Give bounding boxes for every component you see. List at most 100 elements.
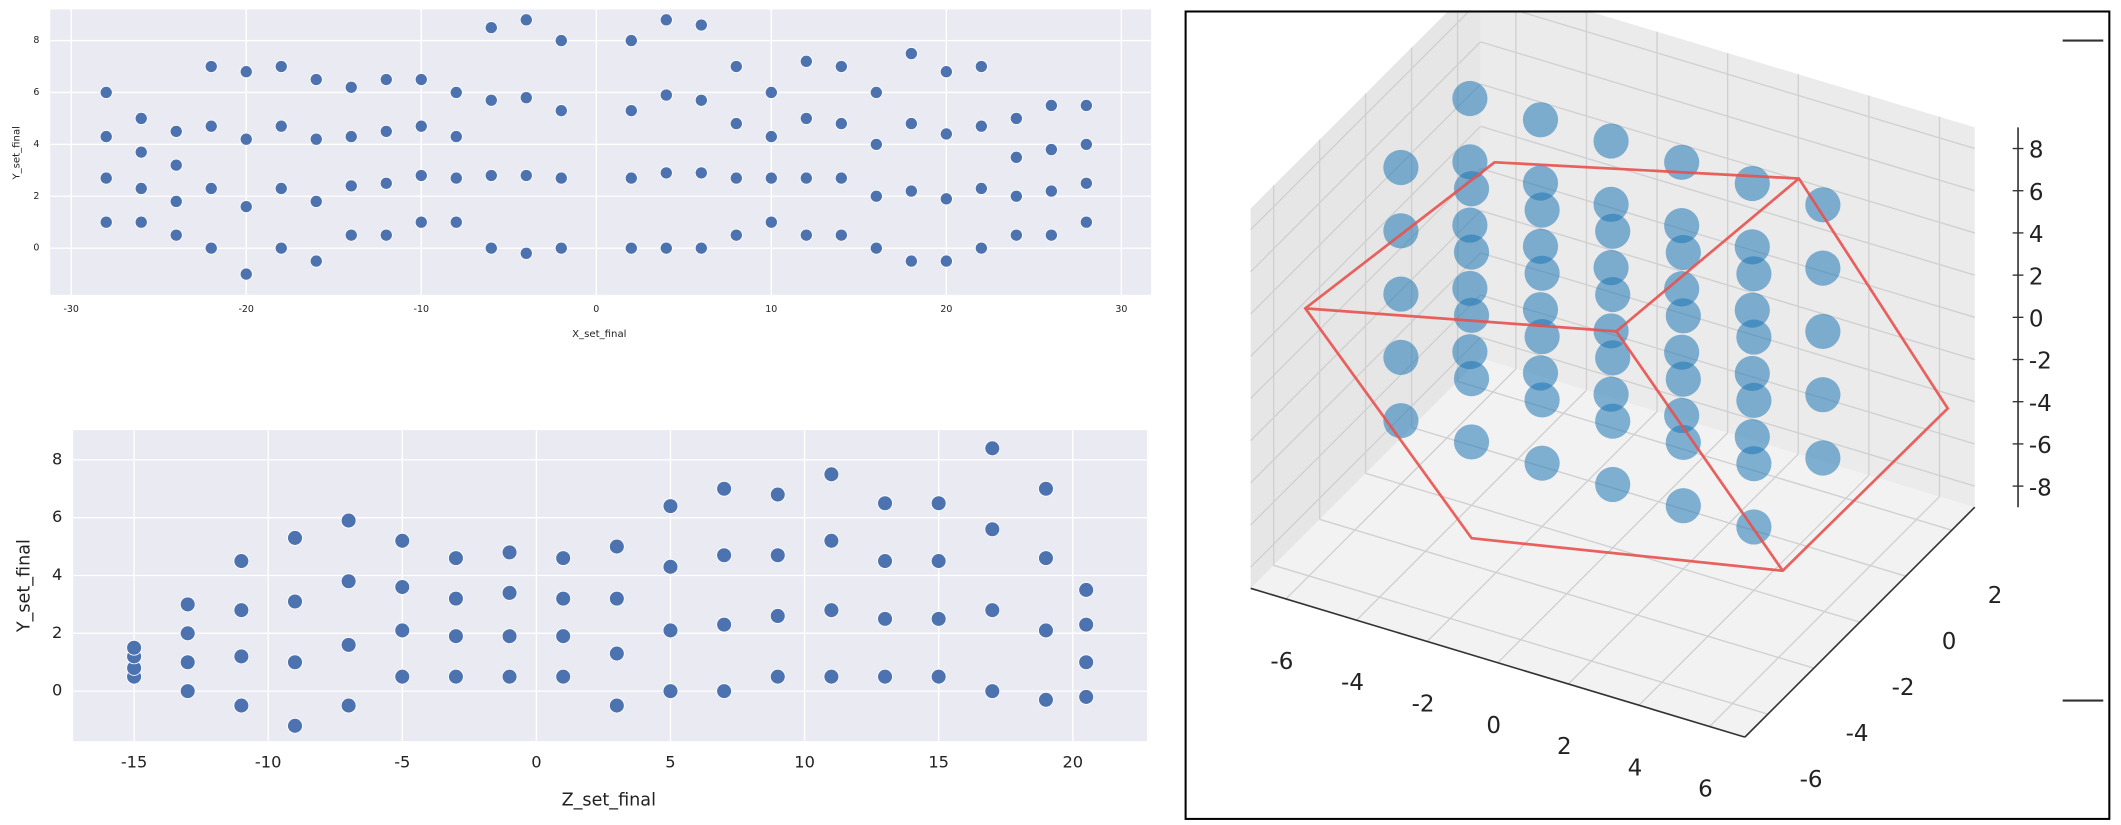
point	[1524, 192, 1560, 228]
point	[984, 602, 1001, 619]
y-tick-label: -6	[1800, 767, 1823, 793]
point	[939, 127, 953, 141]
point	[1734, 355, 1770, 392]
point	[769, 668, 786, 685]
point	[1078, 654, 1095, 671]
point	[204, 119, 218, 133]
grid-line	[1480, 167, 1975, 318]
point	[126, 639, 142, 656]
point	[1734, 292, 1770, 328]
point	[624, 241, 638, 255]
point	[1078, 582, 1095, 598]
point	[233, 602, 250, 619]
point	[764, 171, 778, 185]
point	[448, 550, 464, 566]
point	[1522, 102, 1559, 138]
point	[716, 683, 732, 699]
point	[501, 668, 518, 685]
x-tick-label: 0	[1486, 713, 1501, 739]
point	[869, 241, 883, 255]
point	[694, 93, 708, 107]
point	[394, 579, 411, 595]
point	[519, 13, 533, 27]
x-tick-label: 10	[765, 304, 777, 315]
point	[716, 480, 732, 497]
y-tick-label: -4	[1846, 721, 1869, 747]
y-tick-label: 6	[33, 87, 39, 98]
point	[799, 54, 813, 68]
point	[233, 697, 250, 714]
point	[608, 590, 625, 607]
point	[662, 498, 679, 514]
point	[1038, 550, 1054, 566]
point	[1664, 144, 1700, 180]
x-tick-label: 30	[1115, 304, 1127, 315]
point	[99, 171, 113, 185]
grid-line	[1365, 472, 1860, 623]
point	[1383, 149, 1419, 186]
point	[799, 171, 813, 185]
point	[99, 85, 113, 99]
point	[729, 228, 743, 242]
grid-line	[1250, 125, 1482, 357]
point	[1593, 186, 1629, 222]
point	[694, 166, 708, 180]
point	[1044, 228, 1058, 242]
point	[659, 88, 673, 102]
grid-line	[1250, 12, 1470, 231]
point	[764, 130, 778, 144]
point	[1453, 424, 1490, 460]
point	[1044, 143, 1058, 157]
point	[1595, 340, 1631, 376]
point	[448, 668, 464, 685]
point	[1452, 80, 1488, 117]
point	[448, 628, 464, 645]
point	[1383, 403, 1419, 439]
point	[233, 553, 250, 569]
point	[1078, 689, 1095, 705]
point	[1805, 440, 1841, 476]
point	[624, 171, 638, 185]
point	[1664, 397, 1700, 434]
point	[309, 132, 323, 146]
y-tick-label: 0	[52, 681, 62, 700]
point	[287, 530, 303, 546]
point	[344, 228, 358, 242]
point	[414, 119, 428, 133]
grid-line	[1250, 168, 1482, 399]
point	[484, 93, 498, 107]
x-tick-label: -2	[1412, 692, 1435, 718]
point	[877, 495, 893, 512]
point	[823, 602, 840, 619]
point	[1734, 229, 1770, 265]
point	[134, 111, 148, 125]
x-tick-label: 0	[593, 304, 599, 315]
point	[169, 194, 183, 208]
grid-line	[1519, 12, 1975, 150]
point	[274, 241, 288, 255]
point	[869, 137, 883, 151]
y-tick-label: 2	[52, 623, 62, 642]
point	[1805, 313, 1841, 349]
y-tick-label: 6	[52, 507, 62, 526]
point	[984, 440, 1001, 457]
point	[1664, 208, 1700, 244]
grid-line	[1480, 125, 1975, 276]
point	[394, 668, 411, 685]
point	[823, 668, 840, 685]
point	[1452, 144, 1488, 180]
point	[974, 241, 988, 255]
point	[1079, 137, 1093, 151]
x-tick-label: -30	[63, 304, 78, 315]
bottom-scatter-panel: -15 -10 -5 0 5 10 15 20 0 2 4 6 8 Z_set_final Y_set_fi…	[15, 430, 1148, 811]
point	[555, 590, 572, 607]
point	[694, 18, 708, 32]
point	[1452, 334, 1488, 370]
x-tick-label: 10	[794, 752, 815, 771]
point	[414, 169, 428, 182]
z-tick-label: -2	[2029, 349, 2052, 375]
point	[662, 683, 679, 699]
point	[1664, 334, 1700, 370]
point	[204, 60, 218, 74]
point	[449, 130, 463, 144]
